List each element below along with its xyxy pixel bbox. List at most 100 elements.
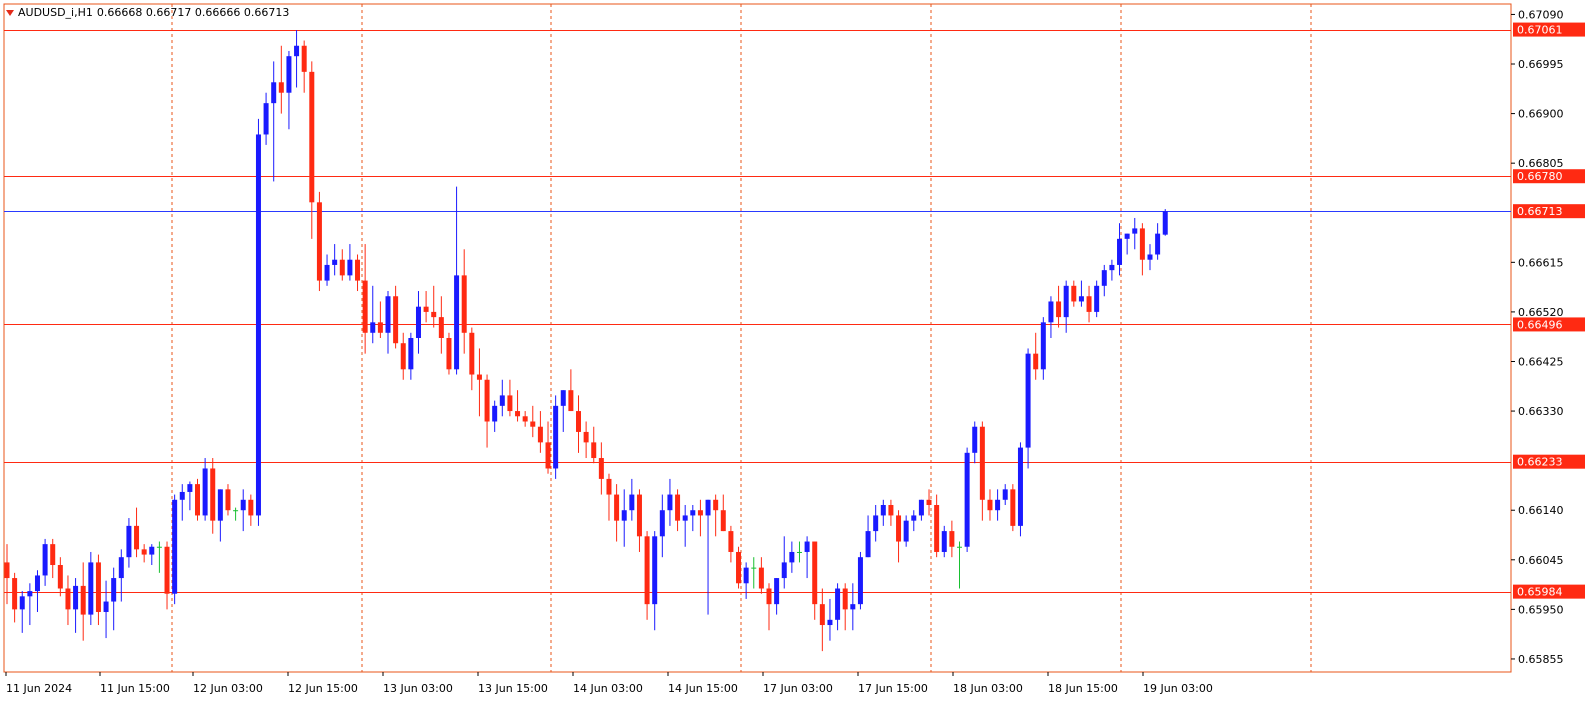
candle-body bbox=[949, 531, 955, 547]
candle-body bbox=[1155, 233, 1161, 255]
candle-body bbox=[469, 332, 475, 375]
candle-body bbox=[1010, 489, 1016, 526]
candle-body bbox=[393, 296, 399, 344]
candle-body bbox=[324, 264, 330, 281]
candle-body bbox=[12, 578, 18, 610]
candle-body bbox=[179, 491, 185, 500]
candle-body bbox=[355, 259, 361, 281]
candle-body bbox=[888, 505, 894, 516]
ohlc-label: 0.66668 0.66717 0.66666 0.66713 bbox=[96, 6, 290, 19]
candle-body bbox=[1017, 447, 1023, 526]
candle-body bbox=[225, 489, 231, 511]
candle-body bbox=[537, 426, 543, 443]
candle-body bbox=[629, 494, 635, 511]
candle-body bbox=[934, 505, 940, 552]
candle-body bbox=[210, 468, 216, 521]
candle-body bbox=[73, 585, 79, 610]
candle-body bbox=[332, 259, 338, 265]
candle-body bbox=[446, 338, 452, 370]
candle-body bbox=[728, 531, 734, 552]
candle-body bbox=[423, 306, 429, 312]
candle-body bbox=[621, 510, 627, 521]
candle-body bbox=[1040, 322, 1046, 370]
candle-body bbox=[675, 494, 681, 521]
candle-body bbox=[362, 280, 368, 333]
chart-header: AUDUSD_i,H1 0.66668 0.66717 0.66666 0.66… bbox=[6, 6, 289, 19]
candle-body bbox=[118, 557, 124, 579]
candle-body bbox=[751, 567, 757, 569]
y-tick-label: 0.66425 bbox=[1518, 355, 1564, 368]
candle-body bbox=[827, 619, 833, 626]
candle-body bbox=[720, 510, 726, 532]
candle-body bbox=[530, 421, 536, 427]
candle-body bbox=[903, 520, 909, 542]
candle-body bbox=[583, 431, 589, 443]
candle-body bbox=[690, 510, 696, 516]
y-tick-label: 0.66520 bbox=[1518, 306, 1564, 319]
candle-body bbox=[134, 525, 140, 550]
candle-body bbox=[233, 510, 239, 512]
candle-body bbox=[461, 275, 467, 333]
y-tick-label: 0.65950 bbox=[1518, 603, 1564, 616]
x-tick-label: 12 Jun 03:00 bbox=[193, 682, 263, 695]
candle-body bbox=[316, 202, 322, 281]
candle-body bbox=[88, 562, 94, 615]
candle-body bbox=[560, 390, 566, 406]
candle-body bbox=[248, 499, 254, 516]
candle-body bbox=[57, 565, 63, 589]
y-tick-label: 0.65855 bbox=[1518, 653, 1564, 666]
candle-body bbox=[911, 515, 917, 521]
candle-body bbox=[1124, 233, 1130, 239]
candle-body bbox=[1162, 211, 1168, 235]
candle-body bbox=[758, 567, 764, 589]
candle-body bbox=[103, 601, 109, 612]
candle-body bbox=[1025, 353, 1031, 448]
candle-body bbox=[431, 311, 437, 318]
x-tick-label: 11 Jun 15:00 bbox=[100, 682, 170, 695]
candle-body bbox=[164, 546, 170, 594]
candle-body bbox=[111, 578, 117, 602]
candle-body bbox=[1078, 296, 1084, 302]
candle-body bbox=[499, 395, 505, 406]
candle-body bbox=[804, 541, 810, 552]
candle-body bbox=[195, 484, 200, 516]
x-tick-label: 17 Jun 15:00 bbox=[858, 682, 928, 695]
candle-body bbox=[652, 536, 658, 605]
candle-body bbox=[1139, 228, 1145, 260]
symbol-label: AUDUSD_i,H1 bbox=[18, 6, 93, 19]
candle-body bbox=[591, 442, 597, 459]
candle-body bbox=[606, 478, 612, 495]
candle-body bbox=[1117, 238, 1123, 265]
level-price-label: 0.66780 bbox=[1517, 170, 1563, 183]
level-price-label: 0.65984 bbox=[1517, 586, 1563, 599]
candle-body bbox=[659, 510, 665, 537]
x-tick-label: 18 Jun 15:00 bbox=[1048, 682, 1118, 695]
candle-body bbox=[141, 549, 147, 555]
candle-body bbox=[614, 494, 620, 521]
candle-body bbox=[1033, 353, 1039, 370]
candle-body bbox=[873, 515, 879, 532]
candle-body bbox=[865, 531, 871, 558]
candle-body bbox=[819, 604, 825, 626]
y-tick-label: 0.66140 bbox=[1518, 504, 1564, 517]
candle-body bbox=[789, 551, 795, 563]
current-price-label-bg bbox=[1513, 204, 1585, 219]
candle-body bbox=[972, 426, 978, 453]
candle-body bbox=[271, 82, 277, 104]
level-price-label-bg bbox=[1513, 22, 1585, 37]
y-tick-label: 0.66045 bbox=[1518, 554, 1564, 567]
x-tick-label: 19 Jun 03:00 bbox=[1143, 682, 1213, 695]
candle-body bbox=[568, 390, 574, 412]
candle-body bbox=[713, 499, 719, 511]
y-tick-label: 0.66330 bbox=[1518, 405, 1564, 418]
y-tick-label: 0.66995 bbox=[1518, 58, 1564, 71]
candle-body bbox=[278, 82, 284, 93]
level-price-label: 0.67061 bbox=[1517, 24, 1563, 37]
candle-body bbox=[385, 296, 391, 333]
candle-body bbox=[19, 596, 25, 610]
candle-body bbox=[941, 531, 947, 552]
candle-body bbox=[522, 416, 528, 422]
triangle-down-icon[interactable] bbox=[6, 9, 14, 16]
current-price-label: 0.66713 bbox=[1517, 205, 1563, 218]
